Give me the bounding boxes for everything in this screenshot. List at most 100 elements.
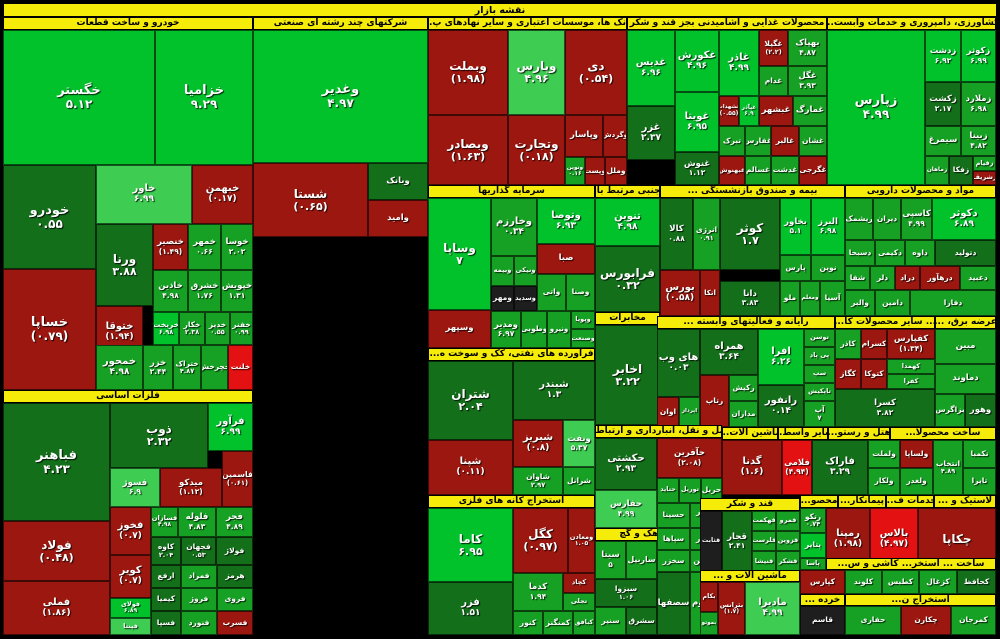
- treemap-tile[interactable]: زکوثر ۶.۹۹: [961, 30, 996, 82]
- treemap-tile[interactable]: شستا (۰.۶۵): [253, 163, 368, 237]
- treemap-tile[interactable]: زقیام: [973, 156, 996, 171]
- treemap-tile[interactable]: فخوز (۰.۷): [110, 507, 151, 555]
- treemap-tile[interactable]: وساپا ۷: [428, 198, 491, 310]
- treemap-tile[interactable]: وصنا: [566, 274, 595, 311]
- treemap-tile[interactable]: دی (۰.۵۴): [565, 30, 627, 115]
- treemap-tile[interactable]: ریشمک: [845, 198, 873, 240]
- treemap-tile[interactable]: رتاپ: [700, 375, 729, 427]
- treemap-tile[interactable]: فلوله ۴.۸۳: [178, 507, 216, 537]
- treemap-tile[interactable]: کلوند: [845, 570, 882, 594]
- treemap-tile[interactable]: قهکمت: [752, 511, 776, 531]
- treemap-tile[interactable]: فسرب: [217, 611, 253, 635]
- treemap-tile[interactable]: سپ: [804, 365, 835, 383]
- treemap-tile[interactable]: فسوژ ۶.۹: [110, 468, 160, 507]
- treemap-tile[interactable]: سبزوا ۱.۰۶: [595, 579, 657, 607]
- treemap-tile[interactable]: خمهر ۰.۶۶: [188, 224, 221, 270]
- treemap-tile[interactable]: غگیلا (۲.۲): [759, 30, 788, 66]
- treemap-tile[interactable]: ونوین ۰.۱۶: [565, 157, 585, 185]
- treemap-tile[interactable]: حفارس ۴.۹۹: [595, 490, 657, 528]
- treemap-tile[interactable]: کچاد: [563, 573, 595, 593]
- treemap-tile[interactable]: فروی: [217, 588, 253, 611]
- treemap-tile[interactable]: شبندر ۱.۳: [513, 361, 595, 420]
- treemap-tile[interactable]: دکیمی: [875, 240, 905, 266]
- treemap-tile[interactable]: کیمیا: [151, 588, 181, 611]
- treemap-tile[interactable]: کمنگنز: [543, 611, 573, 635]
- treemap-tile[interactable]: شپنا (۰.۱۱): [428, 440, 513, 495]
- treemap-tile[interactable]: تبرک: [719, 126, 745, 156]
- treemap-tile[interactable]: کاوه ۲.۰۴: [151, 537, 181, 565]
- treemap-tile[interactable]: کگل (۰.۹۷): [513, 508, 568, 573]
- treemap-tile[interactable]: پاسا: [800, 558, 826, 570]
- treemap-tile[interactable]: حآفرین (۲.۰۸): [657, 438, 722, 478]
- treemap-tile[interactable]: ونیکی: [514, 256, 537, 286]
- treemap-tile[interactable]: کاذر: [835, 329, 861, 359]
- treemap-tile[interactable]: قنیشا: [752, 551, 776, 572]
- treemap-tile[interactable]: سیمرغ: [925, 126, 961, 156]
- treemap-tile[interactable]: آپ ۷: [804, 401, 835, 427]
- treemap-tile[interactable]: فولای ۶.۸۹: [110, 598, 151, 618]
- treemap-tile[interactable]: خریخت ۶.۹۸: [153, 312, 179, 345]
- treemap-tile[interactable]: قشکر: [776, 551, 800, 572]
- treemap-tile[interactable]: کتوکا: [861, 359, 887, 389]
- treemap-tile[interactable]: اخابر ۳.۲۲: [595, 325, 660, 425]
- treemap-tile[interactable]: خبهمن (۰.۱۷): [192, 165, 253, 224]
- treemap-tile[interactable]: کطبس: [882, 570, 919, 594]
- treemap-tile[interactable]: ومدیر ۶.۹۷: [491, 311, 521, 348]
- treemap-tile[interactable]: کپارس: [800, 570, 845, 594]
- treemap-tile[interactable]: ورنا ۳.۸۸: [96, 224, 153, 306]
- treemap-tile[interactable]: فلامی (۴.۹۴): [782, 440, 812, 495]
- treemap-tile[interactable]: کاما ۶.۹۵: [428, 508, 513, 582]
- treemap-tile[interactable]: اوان: [657, 397, 679, 427]
- treemap-tile[interactable]: آسیا: [820, 281, 845, 316]
- treemap-tile[interactable]: غشهداب(۰.۵۵): [719, 96, 739, 126]
- treemap-tile[interactable]: فسازان ۴.۹۸: [151, 507, 178, 537]
- treemap-tile[interactable]: دانا ۳.۸۳: [720, 281, 780, 316]
- treemap-tile[interactable]: توسن: [804, 329, 835, 347]
- treemap-tile[interactable]: وپست: [585, 157, 605, 185]
- treemap-tile[interactable]: زپارس ۴.۹۹: [827, 30, 925, 185]
- treemap-tile[interactable]: غدشت: [771, 156, 799, 185]
- treemap-tile[interactable]: صبا: [537, 244, 595, 274]
- treemap-tile[interactable]: غنوش ۱.۱۲: [675, 152, 719, 185]
- treemap-tile[interactable]: فجهان ۰.۵۳: [181, 537, 216, 565]
- treemap-tile[interactable]: ذوب ۲.۳۲: [110, 403, 208, 468]
- treemap-tile[interactable]: رتکو ۰.۷۴: [800, 508, 826, 533]
- treemap-tile[interactable]: غویتا ۶.۹۵: [675, 92, 719, 152]
- treemap-tile[interactable]: بخاور ۵.۱: [780, 198, 811, 255]
- treemap-tile[interactable]: وغدیر ۴.۹۷: [253, 30, 428, 163]
- treemap-tile[interactable]: ارفع: [151, 565, 181, 588]
- treemap-tile[interactable]: غسالم: [745, 156, 771, 185]
- treemap-tile[interactable]: کمرجان: [951, 606, 996, 635]
- treemap-tile[interactable]: خلنت: [228, 345, 253, 390]
- treemap-tile[interactable]: غزر ۲.۳۷: [627, 106, 675, 160]
- treemap-tile[interactable]: خگستر ۵.۱۲: [3, 30, 155, 165]
- treemap-tile[interactable]: وطوبی: [521, 311, 547, 348]
- treemap-tile[interactable]: ونفت ۵.۳۷: [563, 420, 595, 467]
- treemap-tile[interactable]: بترانس (۱.۷): [718, 582, 745, 635]
- treemap-tile[interactable]: افرا ۶.۲۶: [758, 329, 804, 385]
- treemap-tile[interactable]: خاذین ۴.۹۸: [153, 270, 188, 312]
- treemap-tile[interactable]: کسرام: [861, 329, 887, 359]
- treemap-tile[interactable]: زملارد ۶.۹۸: [961, 82, 996, 126]
- treemap-tile[interactable]: فجر ۴.۸۹: [216, 507, 253, 537]
- treemap-tile[interactable]: پارس: [780, 255, 811, 281]
- treemap-tile[interactable]: درهآور: [920, 266, 960, 290]
- treemap-tile[interactable]: شبریز (۰.۸): [513, 420, 563, 467]
- treemap-tile[interactable]: بزاگرس: [935, 394, 965, 427]
- treemap-tile[interactable]: حتاید: [657, 478, 679, 503]
- treemap-tile[interactable]: خکار ۲.۳۸: [179, 312, 205, 345]
- treemap-tile[interactable]: فمراد: [181, 565, 217, 588]
- treemap-tile[interactable]: وملل: [605, 157, 627, 185]
- treemap-tile[interactable]: فاسمین (۰.۶۱): [222, 451, 253, 507]
- treemap-tile[interactable]: کاسپی ۴.۹۹: [901, 198, 932, 240]
- treemap-tile[interactable]: زشریف: [973, 171, 996, 185]
- treemap-tile[interactable]: کفپارس (۱.۳۴): [887, 329, 935, 359]
- treemap-tile[interactable]: خفنر ۰.۹۹: [230, 312, 253, 345]
- treemap-tile[interactable]: قجار ۲.۴۱: [722, 511, 752, 572]
- treemap-tile[interactable]: خساپا (۰.۷۹): [3, 269, 96, 390]
- treemap-tile[interactable]: کزغال: [919, 570, 957, 594]
- treemap-tile[interactable]: وامید: [368, 200, 428, 237]
- treemap-tile[interactable]: وصنعت: [571, 329, 595, 348]
- treemap-tile[interactable]: والبر: [845, 290, 875, 316]
- treemap-tile[interactable]: سخزر: [657, 550, 690, 572]
